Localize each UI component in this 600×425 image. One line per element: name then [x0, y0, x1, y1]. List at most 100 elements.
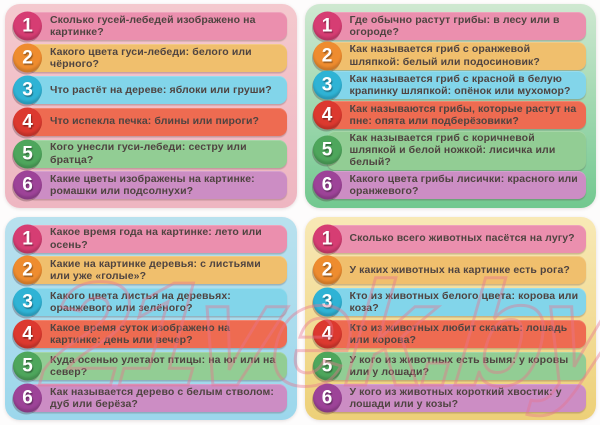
question-text: Какое время суток изображено на картинке…: [50, 321, 231, 347]
question-band: Какого цвета грибы лисички: красного или…: [326, 171, 586, 200]
question-row: 6 Как называется дерево с белым стволом:…: [13, 383, 287, 413]
question-row: 4 Что испекла печка: блины или пироги?: [13, 107, 287, 137]
question-band: Сколько всего животных пасётся на лугу?: [326, 224, 586, 253]
question-number-badge: 3: [13, 287, 42, 317]
question-text: Что испекла печка: блины или пироги?: [50, 115, 260, 128]
question-number: 2: [22, 47, 33, 69]
question-number-badge: 4: [312, 319, 342, 349]
question-text: Как называется гриб с оранжевой шляпкой:…: [349, 43, 540, 68]
question-text: Какого цвета гуси-лебеди: белого или чёр…: [50, 45, 252, 70]
card-geese-swans: 1 Сколько гусей-лебедей изображено на ка…: [5, 4, 297, 208]
question-row: 3 Какого цвета листья на деревьях: оранж…: [13, 287, 287, 317]
question-number-badge: 5: [312, 351, 342, 381]
question-number: 4: [22, 323, 33, 345]
question-band: Где обычно растут грибы: в лесу или в ог…: [326, 12, 586, 40]
question-text: Сколько гусей-лебедей изображено на карт…: [50, 13, 256, 38]
question-band: Какое время года на картинке: лето или о…: [27, 224, 287, 253]
question-band: Какого цвета гуси-лебеди: белого или чёр…: [27, 43, 287, 72]
question-text: Сколько всего животных пасётся на лугу?: [349, 232, 575, 245]
question-number: 4: [321, 323, 333, 345]
question-number: 3: [22, 79, 33, 101]
question-number-badge: 1: [312, 224, 342, 253]
question-number: 6: [321, 174, 333, 196]
question-number-badge: 4: [13, 319, 42, 349]
question-number: 5: [22, 355, 33, 377]
question-band: Кто из животных любит скакать: лошадь ил…: [326, 320, 586, 349]
question-number-badge: 1: [312, 11, 342, 41]
question-row: 1 Сколько всего животных пасётся на лугу…: [312, 224, 586, 253]
question-number-badge: 4: [13, 107, 42, 137]
question-band: У каких животных на картинке есть рога?: [326, 256, 586, 285]
question-text: Куда осенью улетают птицы: на юг или на …: [50, 353, 276, 379]
question-band: Кого унесли гуси-лебеди: сестру или брат…: [27, 139, 287, 168]
question-text: У кого из животных есть вымя: у коровы и…: [349, 353, 569, 379]
card-mushrooms: 1 Где обычно растут грибы: в лесу или в …: [304, 4, 596, 208]
question-number: 3: [22, 291, 33, 313]
question-number-badge: 6: [312, 170, 342, 200]
question-number: 5: [321, 355, 333, 377]
question-row: 5 Куда осенью улетают птицы: на юг или н…: [13, 351, 287, 381]
question-number-badge: 3: [13, 75, 42, 105]
question-text: Что растёт на дереве: яблоки или груши?: [50, 83, 272, 96]
question-number-badge: 3: [312, 70, 342, 100]
question-row: 2 Какого цвета гуси-лебеди: белого или ч…: [13, 43, 287, 73]
question-band: Кто из животных белого цвета: корова или…: [326, 288, 586, 317]
question-number-badge: 1: [13, 11, 42, 41]
question-number-badge: 1: [13, 224, 42, 253]
question-row: 2 Как называется гриб с оранжевой шляпко…: [312, 41, 586, 71]
question-text: У кого из животных короткий хвостик: у л…: [349, 385, 562, 410]
question-number: 6: [22, 387, 33, 409]
card-farm-animals: 1 Сколько всего животных пасётся на лугу…: [304, 216, 596, 420]
question-row: 5 Кого унесли гуси-лебеди: сестру или бр…: [13, 139, 287, 169]
question-row: 3 Кто из животных белого цвета: корова и…: [312, 287, 586, 317]
card-autumn: 1 Какое время года на картинке: лето или…: [5, 216, 297, 420]
question-row: 2 У каких животных на картинке есть рога…: [312, 255, 586, 285]
question-band: Как называется гриб с коричневой шляпкой…: [326, 130, 586, 170]
question-row: 3 Как называется гриб с красной в белую …: [312, 70, 586, 100]
question-band: Как называются грибы, которые растут на …: [326, 101, 586, 130]
question-number: 2: [321, 259, 333, 281]
question-number-badge: 6: [13, 170, 42, 200]
question-number-badge: 2: [13, 43, 42, 73]
question-band: Как называется гриб с оранжевой шляпкой:…: [326, 41, 586, 70]
question-row: 1 Где обычно растут грибы: в лесу или в …: [312, 11, 586, 41]
question-number: 1: [321, 15, 333, 37]
question-row: 1 Сколько гусей-лебедей изображено на ка…: [13, 11, 287, 41]
question-band: У кого из животных короткий хвостик: у л…: [326, 383, 586, 412]
question-row: 5 У кого из животных есть вымя: у коровы…: [312, 351, 586, 381]
question-text: Какого цвета грибы лисички: красного или…: [349, 173, 578, 198]
question-number: 3: [321, 291, 333, 313]
question-number-badge: 5: [13, 139, 42, 169]
question-text: Какого цвета листья на деревьях: оранжев…: [50, 289, 231, 315]
question-text: Какое время года на картинке: лето или о…: [50, 226, 262, 251]
question-band: Что испекла печка: блины или пироги?: [27, 107, 287, 136]
question-number-badge: 2: [312, 255, 342, 285]
question-number-badge: 5: [312, 135, 342, 165]
question-row: 2 Какие на картинке деревья: с листьями …: [13, 255, 287, 285]
question-number: 1: [321, 228, 333, 249]
question-number: 1: [22, 15, 33, 37]
question-band: Что растёт на дереве: яблоки или груши?: [27, 75, 287, 104]
question-band: Как называется гриб с красной в белую кр…: [326, 71, 586, 100]
question-number: 4: [321, 104, 333, 126]
question-row: 6 У кого из животных короткий хвостик: у…: [312, 383, 586, 413]
question-number: 5: [321, 139, 333, 161]
question-number: 5: [22, 143, 33, 165]
question-row: 4 Какое время суток изображено на картин…: [13, 319, 287, 349]
question-number-badge: 6: [13, 383, 42, 413]
question-band: Сколько гусей-лебедей изображено на карт…: [27, 12, 287, 40]
question-row: 3 Что растёт на дереве: яблоки или груши…: [13, 75, 287, 105]
question-number-badge: 2: [312, 41, 342, 71]
question-row: 4 Как называются грибы, которые растут н…: [312, 100, 586, 130]
question-text: Какие на картинке деревья: с листьями ил…: [50, 258, 261, 283]
question-text: Кого унесли гуси-лебеди: сестру или брат…: [50, 141, 247, 166]
question-row: 4 Кто из животных любит скакать: лошадь …: [312, 319, 586, 349]
question-band: У кого из животных есть вымя: у коровы и…: [326, 352, 586, 381]
question-text: Где обычно растут грибы: в лесу или в ог…: [349, 13, 560, 38]
question-number: 1: [22, 228, 33, 249]
question-text: Как называются грибы, которые растут на …: [349, 102, 577, 128]
question-number-badge: 3: [312, 287, 342, 317]
question-text: Как называется дерево с белым стволом: д…: [50, 385, 274, 410]
question-number-badge: 5: [13, 351, 42, 381]
